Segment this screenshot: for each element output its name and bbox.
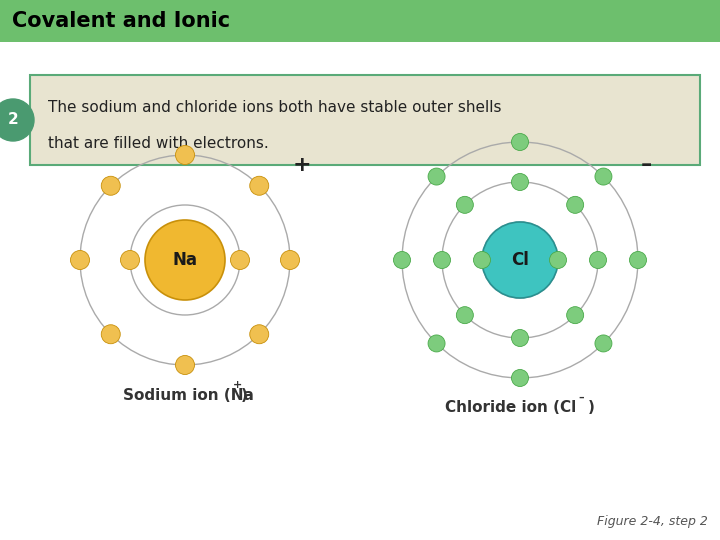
Circle shape (102, 325, 120, 344)
FancyBboxPatch shape (30, 75, 700, 165)
Text: 2: 2 (8, 112, 19, 127)
Text: –: – (640, 155, 652, 175)
Circle shape (595, 168, 612, 185)
Circle shape (482, 222, 558, 298)
Circle shape (474, 252, 490, 268)
Circle shape (176, 355, 194, 375)
Text: Sodium ion (Na: Sodium ion (Na (123, 388, 254, 402)
FancyBboxPatch shape (0, 0, 720, 42)
Circle shape (629, 252, 647, 268)
Text: The sodium and chloride ions both have stable outer shells: The sodium and chloride ions both have s… (48, 100, 502, 115)
Circle shape (511, 173, 528, 191)
Circle shape (394, 252, 410, 268)
Circle shape (428, 335, 445, 352)
Circle shape (176, 145, 194, 165)
Text: ): ) (588, 401, 595, 415)
Text: Cl: Cl (511, 251, 529, 269)
Text: Chloride ion (Cl: Chloride ion (Cl (445, 401, 576, 415)
Circle shape (511, 329, 528, 347)
Circle shape (549, 252, 567, 268)
Text: Covalent and Ionic: Covalent and Ionic (12, 11, 230, 31)
Circle shape (120, 251, 140, 269)
Circle shape (595, 335, 612, 352)
Text: that are filled with electrons.: that are filled with electrons. (48, 136, 269, 151)
Circle shape (511, 369, 528, 387)
Circle shape (567, 307, 584, 323)
Circle shape (511, 133, 528, 151)
Text: ): ) (241, 388, 248, 402)
Circle shape (456, 197, 473, 213)
Circle shape (590, 252, 606, 268)
Circle shape (250, 325, 269, 344)
Circle shape (230, 251, 250, 269)
Circle shape (567, 197, 584, 213)
Circle shape (0, 99, 34, 141)
Circle shape (281, 251, 300, 269)
Circle shape (145, 220, 225, 300)
Circle shape (433, 252, 451, 268)
Text: +: + (233, 380, 242, 390)
Circle shape (71, 251, 89, 269)
Text: +: + (293, 155, 311, 175)
Circle shape (428, 168, 445, 185)
Circle shape (456, 307, 473, 323)
Text: Figure 2-4, step 2: Figure 2-4, step 2 (597, 515, 708, 528)
Text: –: – (578, 393, 584, 403)
Text: Na: Na (173, 251, 197, 269)
Circle shape (250, 176, 269, 195)
Circle shape (102, 176, 120, 195)
